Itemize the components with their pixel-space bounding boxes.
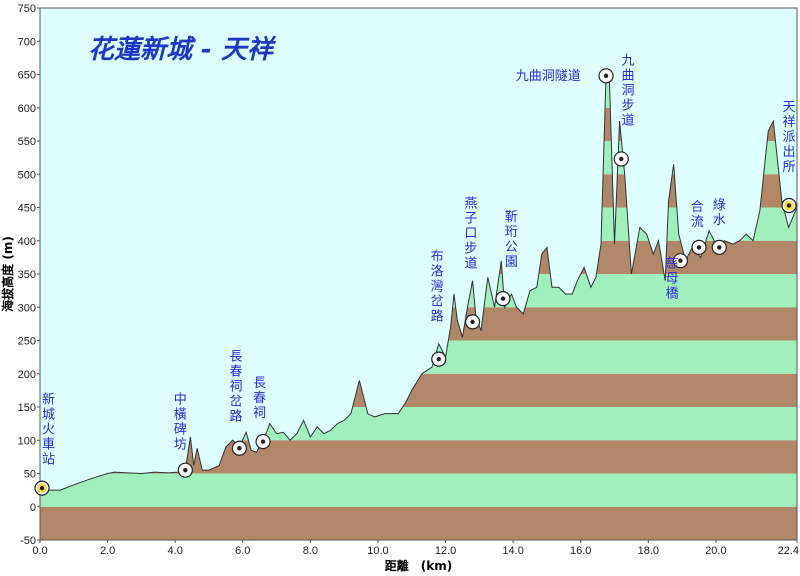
- y-axis: -50 0 50 100 150 200 250 300 350 400 450 500 550 600 6…: [18, 3, 40, 547]
- landmark-label: 中橫碑坊: [174, 393, 187, 453]
- y-tick-label: 150: [18, 402, 36, 414]
- x-tick-label: 8.0: [303, 545, 318, 557]
- elevation-profile-line: [39, 74, 798, 491]
- tunnel-icon: [598, 68, 614, 84]
- x-tick-label: 16.0: [570, 545, 591, 557]
- landmark: 九曲洞步道: [613, 54, 635, 167]
- landmark: 長春祠: [253, 376, 271, 450]
- x-tick-label: 6.0: [235, 545, 250, 557]
- x-tick-label: 20.0: [705, 545, 726, 557]
- y-tick-label: 300: [18, 302, 36, 314]
- landmark-label: 天祥派出所: [782, 100, 795, 175]
- hiker-icon: [495, 291, 511, 307]
- y-tick-label: 0: [30, 502, 36, 514]
- x-tick-label: 0.0: [32, 545, 47, 557]
- train-icon: [34, 480, 50, 496]
- landmark: 九曲洞隧道: [516, 68, 614, 84]
- camera-icon: [255, 433, 271, 450]
- landmark-label: 新城火車站: [42, 392, 55, 468]
- landmark-label: 靳珩公園: [505, 210, 518, 270]
- y-tick-label: 350: [18, 269, 36, 281]
- y-tick-label: 450: [18, 203, 36, 215]
- x-tick-label: 4.0: [168, 545, 183, 557]
- x-axis: 0.0 2.0 4.0 6.0 8.0 10.0 12.0 14.0 16.0 18.0 20.0 2…: [32, 540, 799, 557]
- landmark: 慈母橋: [665, 253, 689, 301]
- landmark: 燕子口步道: [464, 197, 481, 330]
- camera-icon: [177, 462, 193, 478]
- landmark-label: 九曲洞步道: [622, 54, 635, 129]
- y-tick-label: 650: [18, 70, 36, 82]
- landmark: 天祥派出所: [781, 100, 797, 214]
- landmark-label: 燕子口步道: [464, 197, 477, 272]
- y-tick-label: 550: [18, 136, 36, 148]
- y-tick-label: 100: [18, 435, 36, 447]
- police-icon: [781, 197, 797, 214]
- landmark-label: 布洛灣岔路: [431, 250, 444, 325]
- x-tick-label: 14.0: [502, 545, 523, 557]
- x-tick-label: 2.0: [100, 545, 115, 557]
- landmark-label: 九曲洞隧道: [516, 68, 581, 84]
- landmark: 合流: [691, 200, 707, 255]
- landmark-label: 長春祠: [253, 376, 266, 421]
- landmark: 新城火車站: [34, 392, 55, 496]
- y-tick-label: 600: [18, 103, 36, 115]
- landmark-label: 綠水: [713, 198, 726, 228]
- hiker-icon: [231, 440, 247, 456]
- y-tick-label: 750: [18, 3, 36, 15]
- landmark: 中橫碑坊: [174, 393, 193, 478]
- bridge-icon: [711, 239, 727, 255]
- landmark-label: 長春祠岔路: [230, 349, 243, 424]
- y-tick-label: 250: [18, 336, 36, 348]
- elevation-band: [40, 506, 797, 540]
- x-tick-label: 18.0: [638, 545, 659, 557]
- landmark-label: 慈母橋: [665, 256, 678, 301]
- landmark: 綠水: [711, 198, 727, 255]
- x-tick-label: 12.0: [435, 545, 456, 557]
- y-tick-label: 50: [24, 469, 36, 481]
- y-tick-label: -50: [20, 535, 36, 547]
- elevation-band: [40, 473, 797, 507]
- hiker-icon: [613, 151, 629, 167]
- x-tick-label: 10.0: [367, 545, 388, 557]
- landmark-label: 合流: [691, 200, 704, 230]
- x-axis-title: 距離 (km): [385, 558, 452, 573]
- hiker-icon: [464, 314, 481, 330]
- x-tick-label: 22.4: [778, 545, 799, 557]
- hiker-icon: [431, 351, 447, 367]
- y-tick-label: 400: [18, 236, 36, 248]
- landmark: 布洛灣岔路: [431, 250, 447, 367]
- y-tick-label: 200: [18, 369, 36, 381]
- y-tick-label: 500: [18, 169, 36, 181]
- landmark: 長春祠岔路: [230, 349, 247, 456]
- y-axis-title: 海拔高度 (m): [0, 236, 15, 312]
- bridge-icon: [672, 253, 689, 269]
- landmark: 靳珩公園: [495, 210, 518, 307]
- camp-icon: [691, 239, 707, 255]
- y-tick-label: 700: [18, 36, 36, 48]
- chart-title: 花蓮新城 - 天祥: [88, 35, 277, 65]
